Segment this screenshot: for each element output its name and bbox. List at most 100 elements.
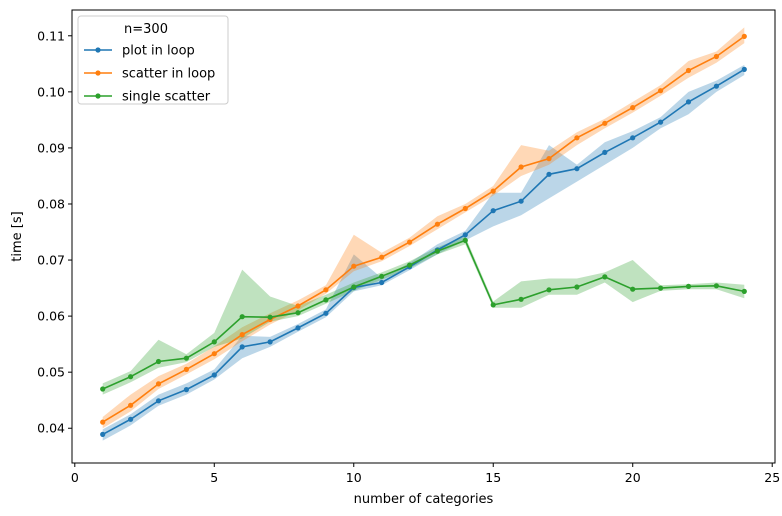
- plot-in-loop-point: [155, 398, 162, 404]
- y-tick-label: 0.06: [37, 309, 65, 324]
- plot-in-loop-point: [323, 310, 329, 316]
- plot-in-loop-point: [713, 83, 720, 89]
- scatter-in-loop-line: [102, 35, 745, 423]
- legend-box: [77, 15, 229, 105]
- single-scatter-point: [128, 374, 134, 380]
- y-tick-label: 0.07: [37, 253, 65, 268]
- scatter-in-loop-point: [239, 332, 245, 338]
- legend-label: single scatter: [122, 90, 211, 105]
- legend-label: scatter in loop: [122, 67, 215, 82]
- x-tick-label: 15: [485, 470, 501, 485]
- x-axis-ticks: 0 5 10 15 20 25: [71, 463, 780, 485]
- legend-swatch-marker: [95, 93, 101, 99]
- single-scatter-point: [602, 274, 608, 280]
- single-scatter-point: [658, 285, 664, 291]
- scatter-in-loop-point: [183, 366, 189, 372]
- scatter-in-loop-point: [211, 351, 217, 357]
- series-markers: [100, 33, 747, 437]
- single-scatter-point: [574, 284, 580, 290]
- plot-in-loop-point: [183, 387, 189, 393]
- single-scatter-point: [434, 248, 440, 254]
- single-scatter-point: [155, 358, 162, 365]
- plot-in-loop-point: [128, 416, 134, 422]
- x-tick-label: 20: [625, 470, 641, 485]
- plot-in-loop-point: [518, 198, 524, 204]
- y-tick-label: 0.09: [37, 140, 65, 155]
- y-tick-label: 0.11: [37, 28, 65, 43]
- scatter-in-loop-point: [518, 164, 524, 170]
- single-scatter-point: [351, 284, 357, 290]
- single-scatter-point: [630, 286, 636, 292]
- scatter-in-loop-point: [602, 120, 608, 126]
- legend-swatch-marker: [95, 70, 101, 76]
- plot-in-loop-point: [574, 166, 580, 172]
- scatter-in-loop-point: [685, 67, 692, 74]
- scatter-in-loop-point: [741, 33, 747, 40]
- plot-in-loop-point: [100, 431, 106, 437]
- x-tick-label: 10: [346, 470, 362, 485]
- plot-in-loop-point: [685, 99, 692, 105]
- scatter-in-loop-point: [351, 263, 357, 269]
- scatter-in-loop-point: [658, 88, 664, 94]
- y-tick-label: 0.05: [37, 365, 65, 380]
- single-scatter-point: [741, 288, 747, 294]
- single-scatter-point: [685, 283, 692, 289]
- legend-items: plot in loop scatter in loop single scatte…: [84, 44, 215, 105]
- scatter-in-loop-point: [379, 254, 385, 260]
- plot-in-loop-point: [630, 135, 636, 141]
- single-scatter-point: [239, 314, 245, 320]
- plot-in-loop-point: [295, 325, 301, 331]
- x-tick-label: 0: [71, 470, 79, 485]
- y-axis-label: time [s]: [10, 211, 25, 261]
- scatter-in-loop-point: [713, 53, 720, 60]
- legend-title: n=300: [124, 22, 168, 37]
- plot-in-loop-point: [239, 344, 245, 350]
- plot-in-loop-point: [658, 119, 664, 125]
- scatter-in-loop-point: [574, 135, 580, 141]
- single-scatter-point: [713, 283, 720, 289]
- legend-swatch-marker: [95, 47, 101, 53]
- plot-in-loop-point: [462, 232, 468, 238]
- single-scatter-band: [102, 236, 745, 395]
- legend: n=300 plot in loop scatter in loop single …: [77, 15, 229, 105]
- plot-in-loop-band: [102, 64, 745, 441]
- single-scatter-line: [102, 239, 745, 390]
- single-scatter-point: [462, 237, 468, 243]
- plot-in-loop-point: [379, 279, 385, 286]
- single-scatter-point: [379, 273, 385, 279]
- single-scatter-point: [407, 262, 413, 268]
- plot-in-loop-point: [490, 208, 496, 214]
- single-scatter-point: [100, 386, 106, 392]
- scatter-in-loop-point: [407, 239, 413, 245]
- scatter-in-loop-point: [295, 303, 301, 309]
- plot-frame: [71, 9, 776, 464]
- scatter-in-loop-point: [434, 221, 440, 227]
- y-tick-label: 0.10: [37, 84, 65, 99]
- single-scatter-point: [183, 355, 189, 361]
- scatter-in-loop-point: [100, 419, 106, 425]
- series-lines: [102, 35, 745, 436]
- scatter-in-loop-point: [490, 188, 496, 194]
- y-tick-label: 0.04: [37, 421, 65, 436]
- scatter-in-loop-band: [102, 27, 745, 429]
- scatter-in-loop-point: [462, 205, 468, 212]
- x-axis-label: number of categories: [354, 492, 494, 507]
- single-scatter-point: [518, 296, 524, 302]
- scatter-in-loop-point: [128, 402, 134, 408]
- confidence-bands: [102, 27, 745, 441]
- single-scatter-point: [211, 339, 217, 345]
- single-scatter-point: [295, 310, 301, 316]
- scatter-in-loop-point: [546, 156, 552, 162]
- single-scatter-point: [323, 297, 329, 303]
- single-scatter-point: [546, 287, 552, 293]
- plot-in-loop-point: [211, 372, 217, 378]
- plot-in-loop-point: [267, 339, 273, 345]
- y-tick-label: 0.08: [37, 196, 65, 211]
- legend-label: plot in loop: [122, 44, 195, 59]
- plot-in-loop-point: [546, 171, 552, 177]
- single-scatter-point: [490, 302, 496, 308]
- x-tick-label: 5: [210, 470, 218, 485]
- plot-in-loop-point: [602, 149, 608, 155]
- x-tick-label: 25: [764, 470, 780, 485]
